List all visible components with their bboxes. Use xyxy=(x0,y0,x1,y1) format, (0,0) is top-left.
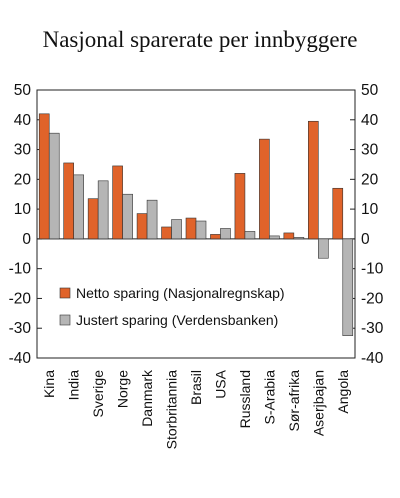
y-tick-label-right: 20 xyxy=(361,171,379,188)
bar-justert xyxy=(171,219,182,240)
y-tick-label-right: -30 xyxy=(361,320,384,337)
bar-netto xyxy=(38,113,50,240)
legend-swatch xyxy=(59,287,71,299)
bar-justert xyxy=(293,237,305,240)
category-label: Angola xyxy=(335,370,351,414)
y-tick-label-right: 0 xyxy=(361,231,370,248)
category-label: Russland xyxy=(237,370,253,428)
bar-justert xyxy=(146,199,158,240)
y-tick-label-right: 30 xyxy=(361,142,379,159)
y-tick-label-left: 40 xyxy=(14,112,32,129)
category-label: Sør-afrika xyxy=(286,370,302,432)
category-label: Aserjbajan xyxy=(310,370,326,436)
bar-netto xyxy=(332,187,344,240)
y-tick-label-right: -10 xyxy=(361,261,384,278)
bar-justert xyxy=(195,220,207,240)
bar-justert xyxy=(48,132,60,240)
bar-justert xyxy=(244,231,256,240)
y-tick-label-right: 10 xyxy=(361,201,379,218)
bar-netto xyxy=(136,213,148,240)
category-label: Kina xyxy=(41,370,57,398)
category-label: Brasil xyxy=(188,370,204,405)
category-label: USA xyxy=(212,369,228,398)
y-tick-label-left: -40 xyxy=(9,350,32,367)
y-tick-label-left: 0 xyxy=(22,231,31,248)
bar-justert xyxy=(97,180,109,240)
bar-netto xyxy=(87,198,99,240)
y-tick-label-left: 10 xyxy=(14,201,32,218)
y-tick-label-right: 40 xyxy=(361,112,379,129)
bar-netto xyxy=(234,173,246,240)
bar-justert xyxy=(318,238,329,259)
bar-netto xyxy=(210,234,221,240)
chart-title: Nasjonal sparerate per innbyggere xyxy=(43,27,358,52)
plot-frame xyxy=(36,89,356,359)
category-label: Norge xyxy=(115,370,131,408)
y-tick-label-right: -40 xyxy=(361,350,384,367)
legend-label: Netto sparing (Nasjonalregnskap) xyxy=(76,285,285,301)
bar-netto xyxy=(308,120,319,240)
legend-label: Justert sparing (Verdensbanken) xyxy=(76,312,278,328)
y-tick-label-left: 30 xyxy=(14,142,32,159)
category-label: India xyxy=(66,370,82,401)
y-tick-label-left: -30 xyxy=(9,320,32,337)
bar-justert xyxy=(220,228,231,240)
bar-netto xyxy=(161,226,172,240)
category-label: S-Arabia xyxy=(261,370,277,425)
y-tick-label-right: 50 xyxy=(361,82,379,99)
y-tick-label-left: 20 xyxy=(14,171,32,188)
y-tick-label-left: 50 xyxy=(14,82,32,99)
bar-netto xyxy=(112,165,123,240)
bar-justert xyxy=(269,235,280,240)
bar-netto xyxy=(283,232,295,240)
category-label: Sverige xyxy=(90,370,106,418)
y-tick-label-left: -10 xyxy=(9,261,32,278)
y-tick-label-left: -20 xyxy=(9,290,32,307)
category-label: Danmark xyxy=(139,369,155,427)
bar-justert xyxy=(73,174,84,240)
bar-justert xyxy=(342,238,354,336)
legend-swatch xyxy=(59,314,71,326)
category-label: Storbritannia xyxy=(164,370,180,450)
bar-justert xyxy=(122,193,133,240)
y-tick-label-right: -20 xyxy=(361,290,384,307)
bar-netto xyxy=(259,138,270,240)
plot-area: -40 -40 -30 -30 -20 -20 -10 -10 0 0 10 10 20 20 30 30 40… xyxy=(9,82,384,449)
bar-netto xyxy=(63,162,74,240)
bar-netto xyxy=(185,217,197,240)
